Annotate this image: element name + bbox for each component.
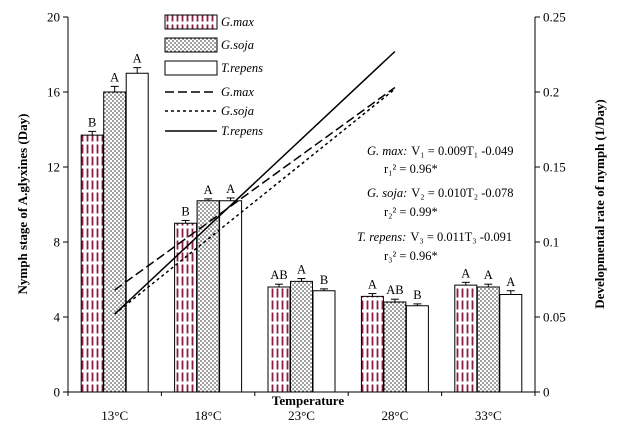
bar [383, 301, 407, 393]
significance-letter: A [484, 268, 493, 282]
bar [360, 295, 384, 393]
bar [196, 200, 220, 393]
bar [499, 294, 523, 393]
legend-line-label-trepens: T.repens [221, 124, 263, 138]
legend-label-trepens: T.repens [221, 61, 263, 75]
y2-tick-label: 0.1 [543, 235, 559, 250]
y-tick-label: 4 [54, 310, 61, 325]
legend-label-gsoja: G.soja [221, 38, 254, 52]
y-tick-label: 20 [47, 10, 60, 25]
y2-tick-label: 0.15 [543, 160, 566, 175]
significance-letter: A [461, 266, 470, 280]
equation-gsoja: G. soja: V₂ = 0.010T₂ -0.078 [367, 186, 514, 200]
bar [454, 284, 478, 393]
significance-letter: A [368, 278, 377, 292]
bar [219, 200, 243, 393]
bar [405, 305, 429, 393]
significance-letter: AB [270, 268, 287, 282]
r2-gsoja: r₂² = 0.99* [384, 205, 438, 219]
regression-line [114, 50, 396, 315]
bar [103, 91, 127, 393]
bar [267, 286, 291, 393]
significance-letter: A [226, 182, 235, 196]
x-axis-title: Temperature [272, 393, 344, 408]
equation-gmax: G. max: V₁ = 0.009T₁ -0.049 [367, 144, 513, 158]
significance-letter: B [88, 115, 96, 129]
y-tick-label: 8 [54, 235, 61, 250]
significance-letter: A [110, 70, 119, 84]
significance-letter: B [320, 273, 328, 287]
left-axis-ticks: 0 4 8 12 16 20 [47, 10, 68, 400]
y2-tick-label: 0.25 [543, 10, 566, 25]
y2-tick-label: 0 [543, 385, 550, 400]
legend-swatch-gsoja [164, 37, 218, 53]
right-axis-ticks: 0 0.05 0.1 0.15 0.2 0.25 [535, 10, 566, 400]
legend: G.max G.soja T.repens G.max G.soja T.rep… [164, 14, 263, 138]
y-axis-title: Nymph stage of A.glyxines (Day) [15, 114, 30, 295]
y-tick-label: 0 [54, 385, 61, 400]
y2-tick-label: 0.2 [543, 85, 559, 100]
legend-line-label-gsoja: G.soja [221, 104, 254, 118]
bar [80, 134, 104, 393]
equation-trepens: T. repens: V₃ = 0.011T₃ -0.091 [357, 230, 512, 244]
bar [125, 72, 149, 393]
bar [312, 290, 336, 393]
y2-axis-title: Developmental rate of nymph (1/Day) [592, 99, 607, 308]
legend-swatch-gmax [164, 14, 218, 30]
regression-equations: G. max: V₁ = 0.009T₁ -0.049 r₁² = 0.96* G… [357, 144, 514, 263]
x-axis-ticks: 13°C 18°C 23°C 28°C 33°C [67, 392, 536, 423]
r2-trepens: r₃² = 0.96* [384, 249, 438, 263]
x-tick-label: 13°C [101, 408, 128, 423]
x-tick-label: 23°C [288, 408, 315, 423]
legend-swatch-trepens [164, 60, 218, 76]
y-tick-label: 12 [47, 160, 60, 175]
regression-line [114, 88, 396, 315]
r2-gmax: r₁² = 0.96* [384, 162, 438, 176]
significance-letter: AB [386, 283, 403, 297]
significance-letter: B [181, 204, 189, 218]
regression-lines [114, 50, 396, 315]
y-tick-label: 16 [47, 85, 61, 100]
x-tick-label: 33°C [475, 408, 502, 423]
regression-line [114, 86, 396, 291]
y2-tick-label: 0.05 [543, 310, 566, 325]
legend-line-label-gmax: G.max [221, 85, 254, 99]
significance-letter: A [297, 263, 306, 277]
x-tick-label: 18°C [195, 408, 222, 423]
significance-letter: A [506, 275, 515, 289]
bar [476, 286, 500, 393]
significance-letter: B [413, 288, 421, 302]
significance-letter: A [204, 183, 213, 197]
legend-label-gmax: G.max [221, 15, 254, 29]
x-tick-label: 28°C [381, 408, 408, 423]
significance-letter: A [133, 52, 142, 66]
bar [290, 280, 313, 393]
